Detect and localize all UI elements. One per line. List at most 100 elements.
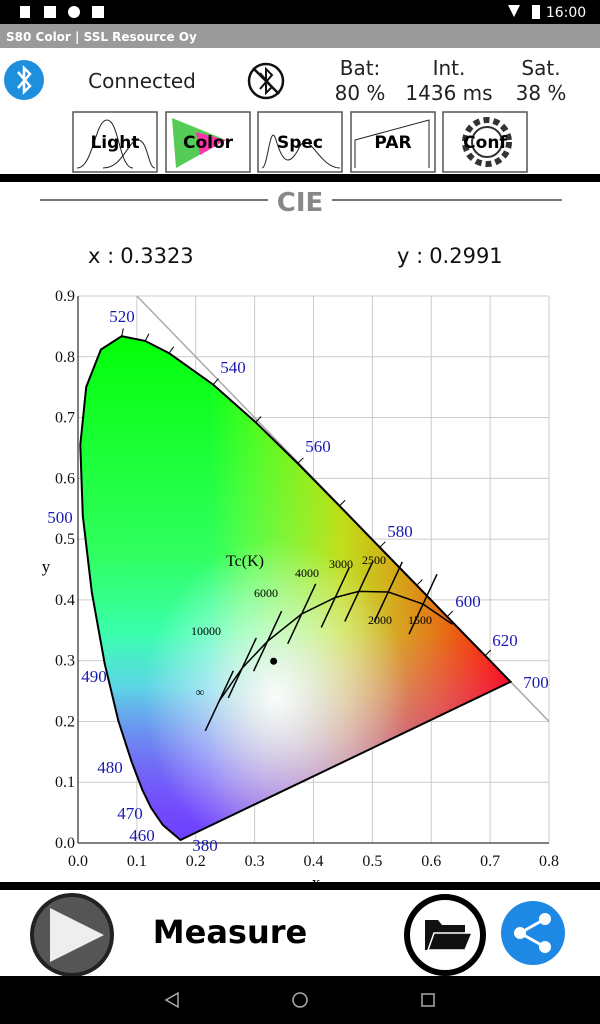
cct-title: Tc(K) — [226, 553, 264, 570]
wavelength-label: 380 — [192, 836, 218, 855]
divider — [0, 882, 600, 890]
y-tick-label: 0.4 — [55, 592, 75, 609]
locus-tick — [212, 378, 219, 385]
measured-point — [270, 657, 278, 665]
tab-frame — [257, 111, 343, 173]
x-tick-label: 0.7 — [480, 853, 500, 870]
stat-value: 38 % — [516, 81, 567, 105]
y-tick-label: 0.1 — [55, 774, 75, 791]
x-tick-label: 0.4 — [304, 853, 324, 870]
back-button[interactable] — [164, 991, 179, 1009]
wavelength-label: 620 — [492, 631, 518, 650]
cct-label: 6000 — [254, 586, 278, 600]
cct-label: 1500 — [408, 613, 432, 627]
y-tick-label: 0.5 — [55, 531, 75, 548]
cct-label: 2000 — [368, 613, 392, 627]
wavelength-label: 460 — [129, 826, 155, 845]
stat-label: Int. — [433, 56, 466, 80]
divider — [0, 174, 600, 182]
wavelength-label: 600 — [455, 592, 481, 611]
wavelength-label: 470 — [117, 804, 143, 823]
wavelength-label: 540 — [220, 358, 246, 377]
play-button[interactable] — [30, 893, 114, 977]
tab-graphic — [354, 119, 430, 168]
tab[interactable]: Conf — [442, 111, 528, 173]
readout-y: y :0.2991 — [397, 244, 503, 268]
tab[interactable]: Light — [72, 111, 158, 173]
wavelength-label: 490 — [81, 667, 107, 686]
bluetooth-button[interactable] — [4, 60, 44, 100]
share-button[interactable] — [501, 901, 565, 965]
time: 16:00 — [546, 5, 586, 21]
locus-tick — [297, 457, 304, 464]
open-folder-button[interactable] — [404, 894, 486, 976]
readout-y-label: y : — [397, 244, 423, 268]
wavelength-label: 500 — [47, 508, 73, 527]
y-tick-label: 0.0 — [55, 835, 75, 852]
tab-graphic — [471, 126, 503, 158]
isotherm — [252, 610, 283, 672]
status-icons — [20, 5, 540, 19]
stats: Bat:80 % Int.1436 ms Sat.38 % — [335, 56, 567, 105]
cct-label: ∞ — [196, 685, 205, 699]
wavelength-label: 520 — [109, 307, 135, 326]
cct-label: 10000 — [191, 624, 221, 638]
stat-value: 80 % — [335, 81, 386, 105]
isotherm — [227, 637, 257, 699]
stat-label: Sat. — [521, 56, 560, 80]
home-button[interactable] — [292, 992, 308, 1008]
y-tick-label: 0.9 — [55, 288, 75, 305]
wavelength-label: 480 — [97, 758, 123, 777]
y-tick-label: 0.8 — [55, 349, 75, 366]
app-title: S80 Color | SSL Resource Oy — [6, 30, 197, 44]
isotherm — [204, 670, 234, 732]
connection-status: Connected — [88, 69, 196, 93]
locus-tick — [379, 541, 386, 548]
locus-tick — [416, 579, 423, 586]
tab-graphic — [76, 119, 156, 169]
app-bar — [0, 24, 600, 48]
section-title: CIE — [277, 188, 324, 218]
stat-label: Bat: — [340, 56, 381, 80]
cct-label: 4000 — [295, 566, 319, 580]
tab[interactable]: Color — [165, 111, 251, 173]
locus-tick — [255, 416, 262, 423]
x-tick-label: 0.3 — [245, 853, 265, 870]
locus-tick — [144, 333, 150, 342]
recents-button[interactable] — [421, 993, 435, 1007]
y-tick-label: 0.2 — [55, 713, 75, 730]
isotherm — [373, 561, 403, 623]
measure-label: Measure — [153, 913, 307, 951]
readout-x: x :0.3323 — [88, 244, 194, 268]
readout-y-value: 0.2991 — [429, 244, 502, 268]
tab-graphic — [462, 117, 512, 167]
x-tick-label: 0.5 — [362, 853, 382, 870]
nav-bar — [0, 976, 600, 1024]
tab[interactable]: Spec — [257, 111, 343, 173]
tab-label: Spec — [277, 133, 323, 153]
x-tick-label: 0.6 — [421, 853, 441, 870]
tab-label: Color — [183, 133, 234, 153]
locus-tick — [484, 649, 492, 656]
x-tick-label: 0.0 — [68, 853, 88, 870]
bluetooth-off-icon — [247, 62, 285, 100]
isotherm — [320, 567, 350, 628]
locus-tick — [339, 499, 346, 507]
tab[interactable]: PAR — [350, 111, 436, 173]
tabs: Light Color Spec PAR Conf — [72, 111, 528, 173]
y-axis-label: y — [42, 557, 51, 576]
cct-label: 3000 — [329, 557, 353, 571]
cct-label: 2500 — [362, 553, 386, 567]
tab-frame — [72, 111, 158, 173]
x-tick-label: 0.8 — [539, 853, 559, 870]
cie-chart: 0.0 0.1 0.2 0.3 0.4 0.5 0.6 0.7 0.8 0.0 0.1 0.2 0.3 0… — [42, 288, 559, 892]
y-tick-label: 0.3 — [55, 653, 75, 670]
readout-x-label: x : — [88, 244, 114, 268]
readout-x-value: 0.3323 — [120, 244, 193, 268]
y-tick-label: 0.7 — [55, 410, 75, 427]
locus-tick — [121, 328, 124, 337]
isotherm — [287, 583, 317, 645]
x-tick-label: 0.1 — [127, 853, 147, 870]
